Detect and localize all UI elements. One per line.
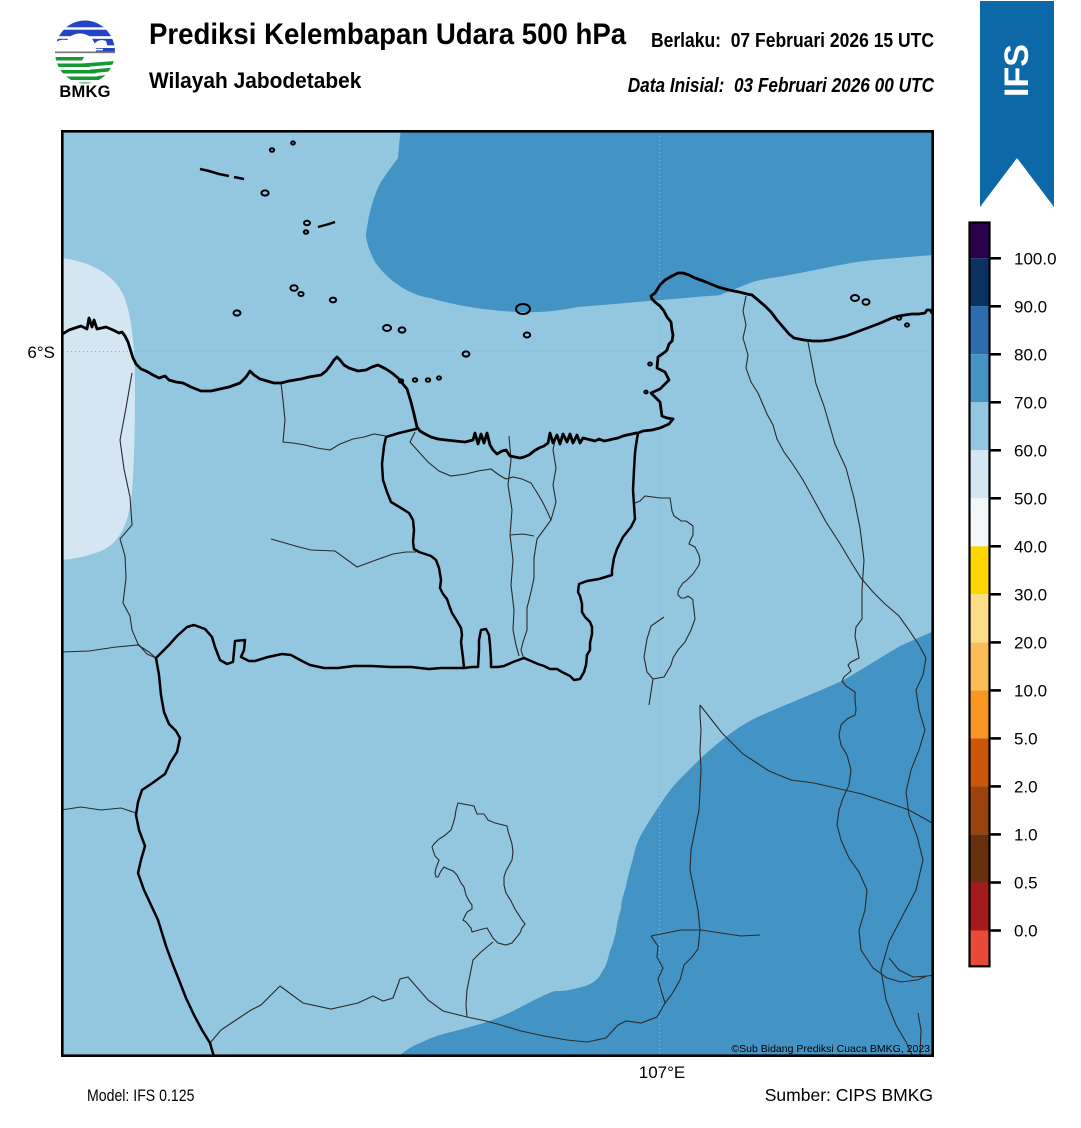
- svg-text:70.0: 70.0: [1014, 393, 1047, 412]
- svg-text:80.0: 80.0: [1014, 345, 1047, 364]
- svg-text:90.0: 90.0: [1014, 297, 1047, 316]
- svg-text:5.0: 5.0: [1014, 729, 1038, 748]
- svg-text:20.0: 20.0: [1014, 633, 1047, 652]
- svg-text:10.0: 10.0: [1014, 681, 1047, 700]
- svg-text:0.0: 0.0: [1014, 922, 1038, 941]
- svg-text:0.5: 0.5: [1014, 874, 1038, 893]
- svg-text:IFS: IFS: [998, 44, 1036, 97]
- svg-text:30.0: 30.0: [1014, 585, 1047, 604]
- svg-text:2.0: 2.0: [1014, 777, 1038, 796]
- svg-text:©Sub Bidang Prediksi Cuaca BMK: ©Sub Bidang Prediksi Cuaca BMKG, 2023: [731, 1043, 930, 1055]
- svg-text:100.0: 100.0: [1014, 249, 1057, 268]
- svg-text:40.0: 40.0: [1014, 537, 1047, 556]
- svg-text:50.0: 50.0: [1014, 489, 1047, 508]
- svg-text:60.0: 60.0: [1014, 441, 1047, 460]
- svg-text:1.0: 1.0: [1014, 825, 1038, 844]
